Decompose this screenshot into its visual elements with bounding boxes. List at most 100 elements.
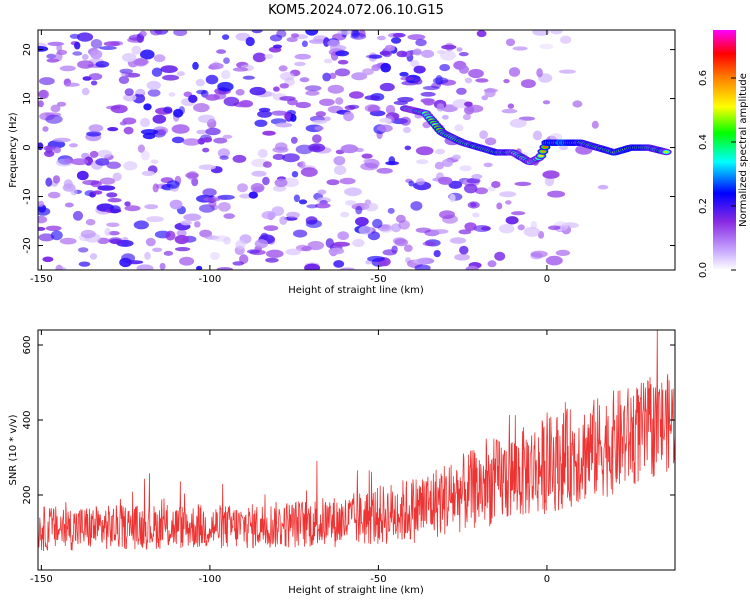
heatmap-noise-cell bbox=[414, 78, 423, 85]
heatmap-noise-cell bbox=[305, 219, 322, 229]
y-tick-label: 10 bbox=[22, 92, 33, 105]
heatmap-noise-cell bbox=[392, 32, 406, 38]
heatmap-noise-cell bbox=[239, 254, 249, 264]
heatmap-noise-cell bbox=[266, 92, 276, 97]
heatmap-noise-cell bbox=[171, 124, 190, 134]
heatmap-noise-cell bbox=[337, 30, 354, 35]
heatmap-ridge-cell bbox=[663, 150, 669, 154]
heatmap-noise-cell bbox=[379, 82, 395, 92]
heatmap-noise-cell bbox=[106, 161, 121, 169]
heatmap-noise-cell bbox=[89, 150, 99, 158]
heatmap-noise-cell bbox=[59, 237, 77, 245]
heatmap-noise-cell bbox=[466, 177, 481, 184]
heatmap-noise-cell bbox=[326, 179, 340, 186]
heatmap-noise-cell bbox=[251, 170, 267, 177]
heatmap-noise-cell bbox=[399, 71, 409, 77]
heatmap-noise-cell bbox=[95, 61, 110, 68]
heatmap-noise-cell bbox=[471, 173, 483, 180]
heatmap-noise-cell bbox=[509, 118, 527, 128]
heatmap-noise-cell bbox=[141, 170, 155, 177]
heatmap-noise-cell bbox=[251, 30, 263, 34]
heatmap-noise-cell bbox=[196, 89, 207, 95]
heatmap-noise-cell bbox=[46, 53, 56, 59]
heatmap-noise-cell bbox=[380, 224, 390, 230]
heatmap-noise-cell bbox=[364, 95, 381, 101]
heatmap-noise-cell bbox=[345, 200, 356, 206]
heatmap-noise-cell bbox=[168, 92, 176, 97]
heatmap-noise-cell bbox=[56, 101, 67, 107]
x-tick-label: -100 bbox=[199, 274, 222, 285]
heatmap-noise-cell bbox=[109, 238, 123, 245]
heatmap-noise-cell bbox=[140, 129, 158, 135]
snr-frame bbox=[37, 329, 676, 571]
heatmap-noise-cell bbox=[491, 181, 501, 188]
heatmap-noise-cell bbox=[475, 78, 489, 83]
heatmap-noise-cell bbox=[379, 117, 392, 123]
heatmap-noise-cell bbox=[388, 156, 396, 165]
colorbar-label: Normalized spectral amplitude bbox=[738, 73, 749, 227]
heatmap-noise-cell bbox=[572, 100, 583, 108]
heatmap-noise-cell bbox=[146, 216, 164, 223]
heatmap-noise-cell bbox=[408, 180, 415, 187]
heatmap-noise-cell bbox=[308, 143, 326, 153]
heatmap-noise-cell bbox=[150, 159, 159, 164]
heatmap-noise-cell bbox=[459, 165, 472, 172]
heatmap-noise-cell bbox=[53, 137, 71, 143]
heatmap-noise-cell bbox=[173, 30, 188, 37]
heatmap-noise-cell bbox=[510, 211, 526, 216]
heatmap-noise-cell bbox=[152, 114, 167, 124]
heatmap-noise-cell bbox=[149, 30, 163, 36]
heatmap-noise-cell bbox=[329, 72, 337, 80]
heatmap-noise-cell bbox=[337, 59, 349, 65]
heatmap-noise-cell bbox=[82, 179, 100, 186]
heatmap-noise-cell bbox=[484, 137, 497, 146]
heatmap-noise-cell bbox=[64, 157, 73, 164]
heatmap-noise-cell bbox=[112, 172, 122, 182]
heatmap-noise-cell bbox=[88, 124, 104, 133]
heatmap-noise-cell bbox=[210, 252, 220, 260]
heatmap-noise-cell bbox=[520, 79, 536, 89]
heatmap-noise-cell bbox=[481, 226, 491, 231]
heatmap-noise-cell bbox=[81, 87, 90, 96]
heatmap-noise-cell bbox=[196, 265, 203, 270]
heatmap-noise-cell bbox=[400, 76, 414, 81]
heatmap-noise-cell bbox=[171, 136, 185, 144]
heatmap-noise-cell bbox=[448, 180, 463, 189]
heatmap-noise-cell bbox=[364, 202, 379, 212]
heatmap-noise-cell bbox=[456, 47, 463, 52]
heatmap-noise-cell bbox=[109, 205, 121, 214]
heatmap-noise-cell bbox=[232, 154, 247, 163]
heatmap-noise-cell bbox=[97, 149, 112, 158]
heatmap-noise-cell bbox=[536, 68, 543, 78]
heatmap-noise-cell bbox=[78, 261, 91, 267]
heatmap-noise-cell bbox=[235, 239, 246, 250]
heatmap-noise-cell bbox=[71, 158, 89, 166]
heatmap-noise-cell bbox=[152, 247, 163, 252]
heatmap-noise-cell bbox=[88, 73, 103, 81]
heatmap-noise-cell bbox=[517, 224, 525, 231]
heatmap-noise-cell bbox=[523, 226, 541, 237]
heatmap-noise-cell bbox=[312, 119, 328, 124]
heatmap-noise-cell bbox=[396, 50, 408, 58]
heatmap-noise-cell bbox=[404, 145, 412, 151]
heatmap-noise-cell bbox=[315, 111, 326, 117]
heatmap-noise-cell bbox=[397, 96, 414, 103]
heatmap-noise-cell bbox=[474, 187, 488, 195]
heatmap-noise-cell bbox=[124, 201, 131, 207]
x-tick-label: -150 bbox=[30, 274, 53, 285]
heatmap-noise-cell bbox=[452, 99, 470, 109]
heatmap-noise-cell bbox=[174, 247, 191, 252]
x-tick-label: -150 bbox=[30, 574, 53, 585]
heatmap-y-axis-label: Frequency (Hz) bbox=[8, 112, 19, 188]
heatmap-noise-cell bbox=[496, 202, 503, 210]
spectrogram-panel: -150 -100 -50 0 20 10 0 -10 -20 Height of strai… bbox=[8, 29, 676, 296]
heatmap-noise-cell bbox=[415, 39, 427, 47]
heatmap-noise-cell bbox=[119, 68, 133, 74]
heatmap-noise-cell bbox=[202, 137, 213, 143]
heatmap-noise-cell bbox=[505, 200, 512, 205]
heatmap-noise-cell bbox=[431, 229, 449, 234]
heatmap-noise-cell bbox=[300, 167, 318, 177]
heatmap-noise-cell bbox=[194, 221, 201, 228]
heatmap-noise-cell bbox=[238, 100, 254, 108]
heatmap-noise-cell bbox=[544, 176, 555, 187]
